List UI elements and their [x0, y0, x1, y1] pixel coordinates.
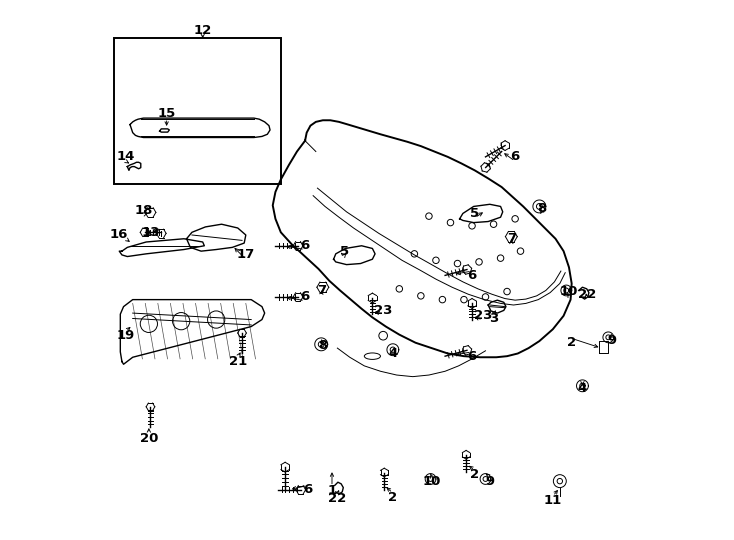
- Text: 6: 6: [468, 350, 476, 363]
- Text: 6: 6: [510, 151, 520, 164]
- Text: 18: 18: [134, 204, 153, 217]
- Text: 17: 17: [236, 248, 255, 261]
- Text: 21: 21: [228, 355, 247, 368]
- Text: 11: 11: [544, 494, 562, 507]
- Text: 22: 22: [578, 288, 596, 301]
- Text: 4: 4: [388, 347, 398, 360]
- Text: 1: 1: [327, 484, 337, 497]
- Text: 6: 6: [468, 269, 476, 282]
- Text: 9: 9: [608, 334, 617, 347]
- Text: 6: 6: [300, 291, 310, 303]
- Text: 5: 5: [470, 207, 479, 220]
- Text: 7: 7: [506, 232, 516, 245]
- Text: 2: 2: [567, 336, 576, 349]
- Text: 5: 5: [340, 245, 349, 258]
- Text: 22: 22: [328, 492, 346, 505]
- Text: 7: 7: [316, 284, 326, 297]
- Text: 23: 23: [374, 304, 393, 317]
- Text: 2: 2: [470, 468, 479, 481]
- Text: 2: 2: [388, 491, 397, 504]
- Text: 4: 4: [578, 382, 587, 395]
- Text: 15: 15: [158, 107, 175, 120]
- Text: 9: 9: [485, 475, 495, 488]
- Text: 8: 8: [319, 339, 327, 352]
- Text: 20: 20: [139, 431, 158, 444]
- Text: 16: 16: [110, 228, 128, 241]
- Text: 10: 10: [423, 475, 441, 488]
- Text: 13: 13: [141, 226, 160, 239]
- Text: 14: 14: [117, 151, 135, 164]
- Text: 23: 23: [473, 309, 492, 322]
- Text: 3: 3: [489, 312, 498, 325]
- Text: 8: 8: [537, 201, 547, 214]
- Bar: [114, 38, 281, 184]
- Text: 10: 10: [560, 285, 578, 298]
- Text: 6: 6: [303, 483, 313, 496]
- Text: 12: 12: [194, 24, 212, 37]
- Text: 6: 6: [300, 239, 310, 252]
- Text: 19: 19: [117, 329, 135, 342]
